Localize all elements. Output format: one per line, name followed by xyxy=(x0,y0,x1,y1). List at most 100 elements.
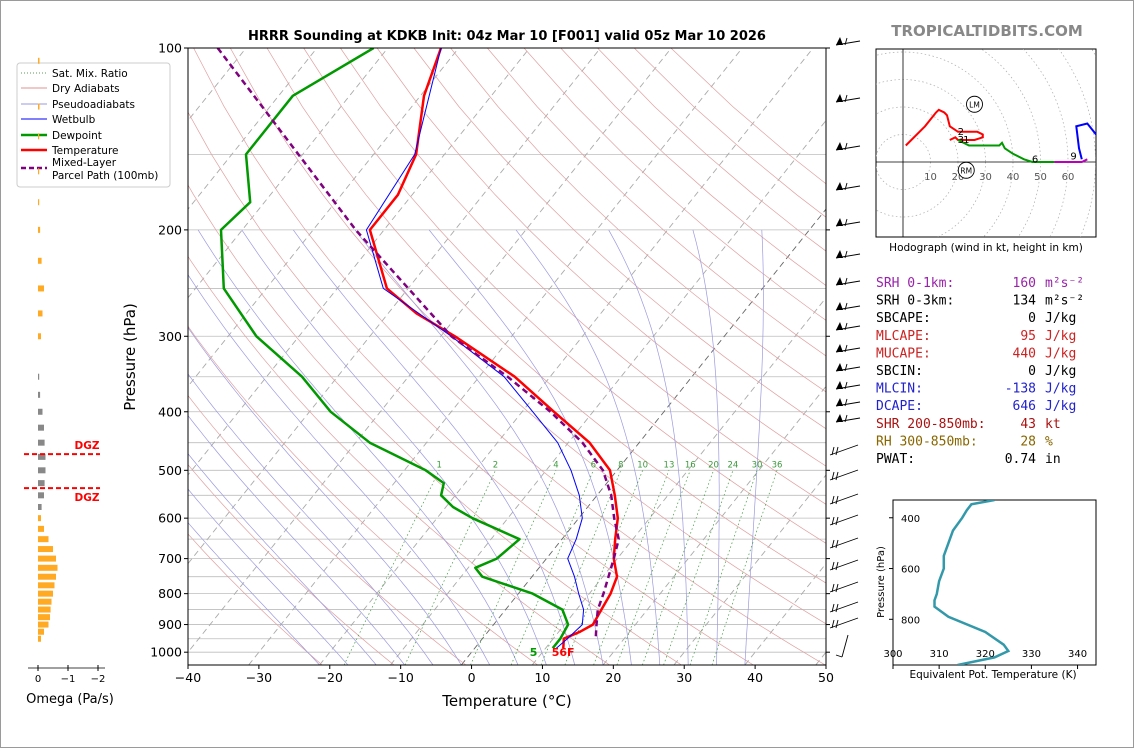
mix-ratio-line xyxy=(404,470,496,665)
x-tick-label: −10 xyxy=(387,670,413,685)
pseudoadiabat xyxy=(608,229,689,665)
wind-barb-icon xyxy=(835,344,861,353)
pseudoadiabat xyxy=(293,229,576,665)
dry-adiabat xyxy=(523,48,826,321)
omega-bar xyxy=(38,133,40,140)
dry-adiabat xyxy=(188,111,754,665)
mix-ratio-label: 1 xyxy=(436,460,441,470)
dry-adiabat xyxy=(340,48,826,505)
mix-ratio-line xyxy=(564,470,643,665)
index-unit: J/kg xyxy=(1045,382,1076,397)
x-tick-label: 30 xyxy=(676,670,692,685)
skewt-y-label: Pressure (hPa) xyxy=(121,303,139,411)
omega-bar xyxy=(38,492,44,499)
pseudoadiabat xyxy=(188,415,405,665)
hodograph-caption: Hodograph (wind in kt, height in km) xyxy=(889,242,1083,254)
wind-barb-icon xyxy=(835,94,861,103)
omega-tick-label: −2 xyxy=(91,674,106,685)
omega-bar xyxy=(38,503,42,510)
theta-e-ticks: 300 310 320 330 340 400 600 800 xyxy=(883,514,1087,669)
dry-adiabat xyxy=(193,48,826,665)
wind-barb-icon xyxy=(829,537,859,549)
legend-label: Mixed-Layer Parcel Path (100mb) xyxy=(52,157,158,182)
skewt-profiles: 56F 5 xyxy=(216,48,620,659)
dgz-label: DGZ xyxy=(75,440,100,452)
pseudoadiabat xyxy=(515,229,661,665)
omega-bar xyxy=(38,467,46,474)
wind-barb-icon xyxy=(835,182,861,191)
pseudoadiabat xyxy=(188,522,320,665)
omega-bar xyxy=(38,439,45,446)
mix-ratio-label: 8 xyxy=(618,460,623,470)
omega-bar xyxy=(38,606,51,613)
dry-adiabat xyxy=(229,48,826,625)
index-unit: in xyxy=(1045,452,1061,467)
dry-adiabat xyxy=(450,48,826,393)
omega-tick-label: 0 xyxy=(35,674,41,685)
omega-bar xyxy=(38,226,41,233)
dry-adiabat xyxy=(188,325,538,665)
x-tick-label: 40 xyxy=(747,670,763,685)
storm-motion-label: RM xyxy=(960,166,972,175)
mix-ratio-line xyxy=(540,470,622,665)
dry-adiabat xyxy=(266,48,826,584)
theta-e-x-tick-label: 310 xyxy=(930,649,949,660)
theta-e-x-tick-label: 340 xyxy=(1068,649,1087,660)
wind-barb-icon xyxy=(829,514,859,526)
y-tick-label: 200 xyxy=(158,222,182,237)
surface-temp-label: 56F xyxy=(552,646,575,659)
omega-x-label: Omega (Pa/s) xyxy=(26,692,114,707)
wind-barb-icon xyxy=(835,250,861,259)
index-label: SRH 0-1km: xyxy=(876,276,954,291)
index-value: 43 xyxy=(1020,417,1036,432)
wind-barb-icon xyxy=(835,381,861,390)
omega-bar xyxy=(38,515,41,522)
wind-barb-icon xyxy=(829,617,859,629)
mix-ratio-label: 30 xyxy=(752,460,763,470)
isotherm-line xyxy=(673,474,826,665)
hodograph-ring-label: 10 xyxy=(924,172,937,183)
wind-barb-icon xyxy=(835,302,861,311)
wind-barb-icon xyxy=(835,398,861,407)
skewt-background-lines: 1 2 4 6 8 10 13 16 20 24 30 36 xyxy=(188,48,826,665)
omega-bar xyxy=(38,525,44,532)
pseudoadiabat xyxy=(744,229,764,665)
chart-title: HRRR Sounding at KDKB Init: 04z Mar 10 [… xyxy=(248,29,766,44)
isotherm-line xyxy=(248,48,743,665)
wind-barb-icon xyxy=(835,277,861,286)
index-label: MUCAPE: xyxy=(876,346,931,361)
omega-bar xyxy=(38,573,56,580)
mix-ratio-line xyxy=(642,470,714,665)
mix-ratio-label: 10 xyxy=(637,460,648,470)
isotherm-line xyxy=(188,48,460,388)
omega-bar xyxy=(38,57,40,64)
skewt-legend: Sat. Mix. Ratio Dry Adiabats Pseudoadiabat… xyxy=(16,62,171,188)
omega-bar xyxy=(38,168,40,175)
theta-e-y-tick-label: 800 xyxy=(901,615,920,626)
wind-barb-icon xyxy=(835,322,861,331)
sounding-indices: SRH 0-1km: 160 m²s⁻² SRH 0-3km: 134 m²s⁻² SBCA… xyxy=(876,276,1084,467)
wind-barb-icon xyxy=(835,414,861,423)
omega-bar xyxy=(38,453,46,460)
pseudoadiabat xyxy=(188,453,377,665)
hodograph-ring-label: 60 xyxy=(1062,172,1075,183)
index-label: MLCIN: xyxy=(876,382,923,397)
mix-ratio-line xyxy=(616,470,691,665)
dewpoint-line xyxy=(219,48,570,649)
omega-bar xyxy=(38,391,41,398)
y-tick-label: 300 xyxy=(158,329,182,344)
pseudoadiabat xyxy=(188,327,462,665)
index-value: 95 xyxy=(1020,329,1036,344)
theta-e-x-tick-label: 330 xyxy=(1022,649,1041,660)
index-label: DCAPE: xyxy=(876,399,923,414)
theta-e-y-label: Pressure (hPa) xyxy=(876,546,887,618)
pseudoadiabat xyxy=(197,229,519,665)
dgz-label: DGZ xyxy=(75,492,100,504)
theta-e-x-tick-label: 300 xyxy=(883,649,902,660)
dry-adiabat xyxy=(188,184,682,665)
mix-ratio-line xyxy=(470,470,557,665)
temperature-line xyxy=(368,48,620,649)
brand-watermark: TROPICALTIDBITS.COM xyxy=(891,22,1083,40)
y-tick-label: 1000 xyxy=(150,645,182,660)
